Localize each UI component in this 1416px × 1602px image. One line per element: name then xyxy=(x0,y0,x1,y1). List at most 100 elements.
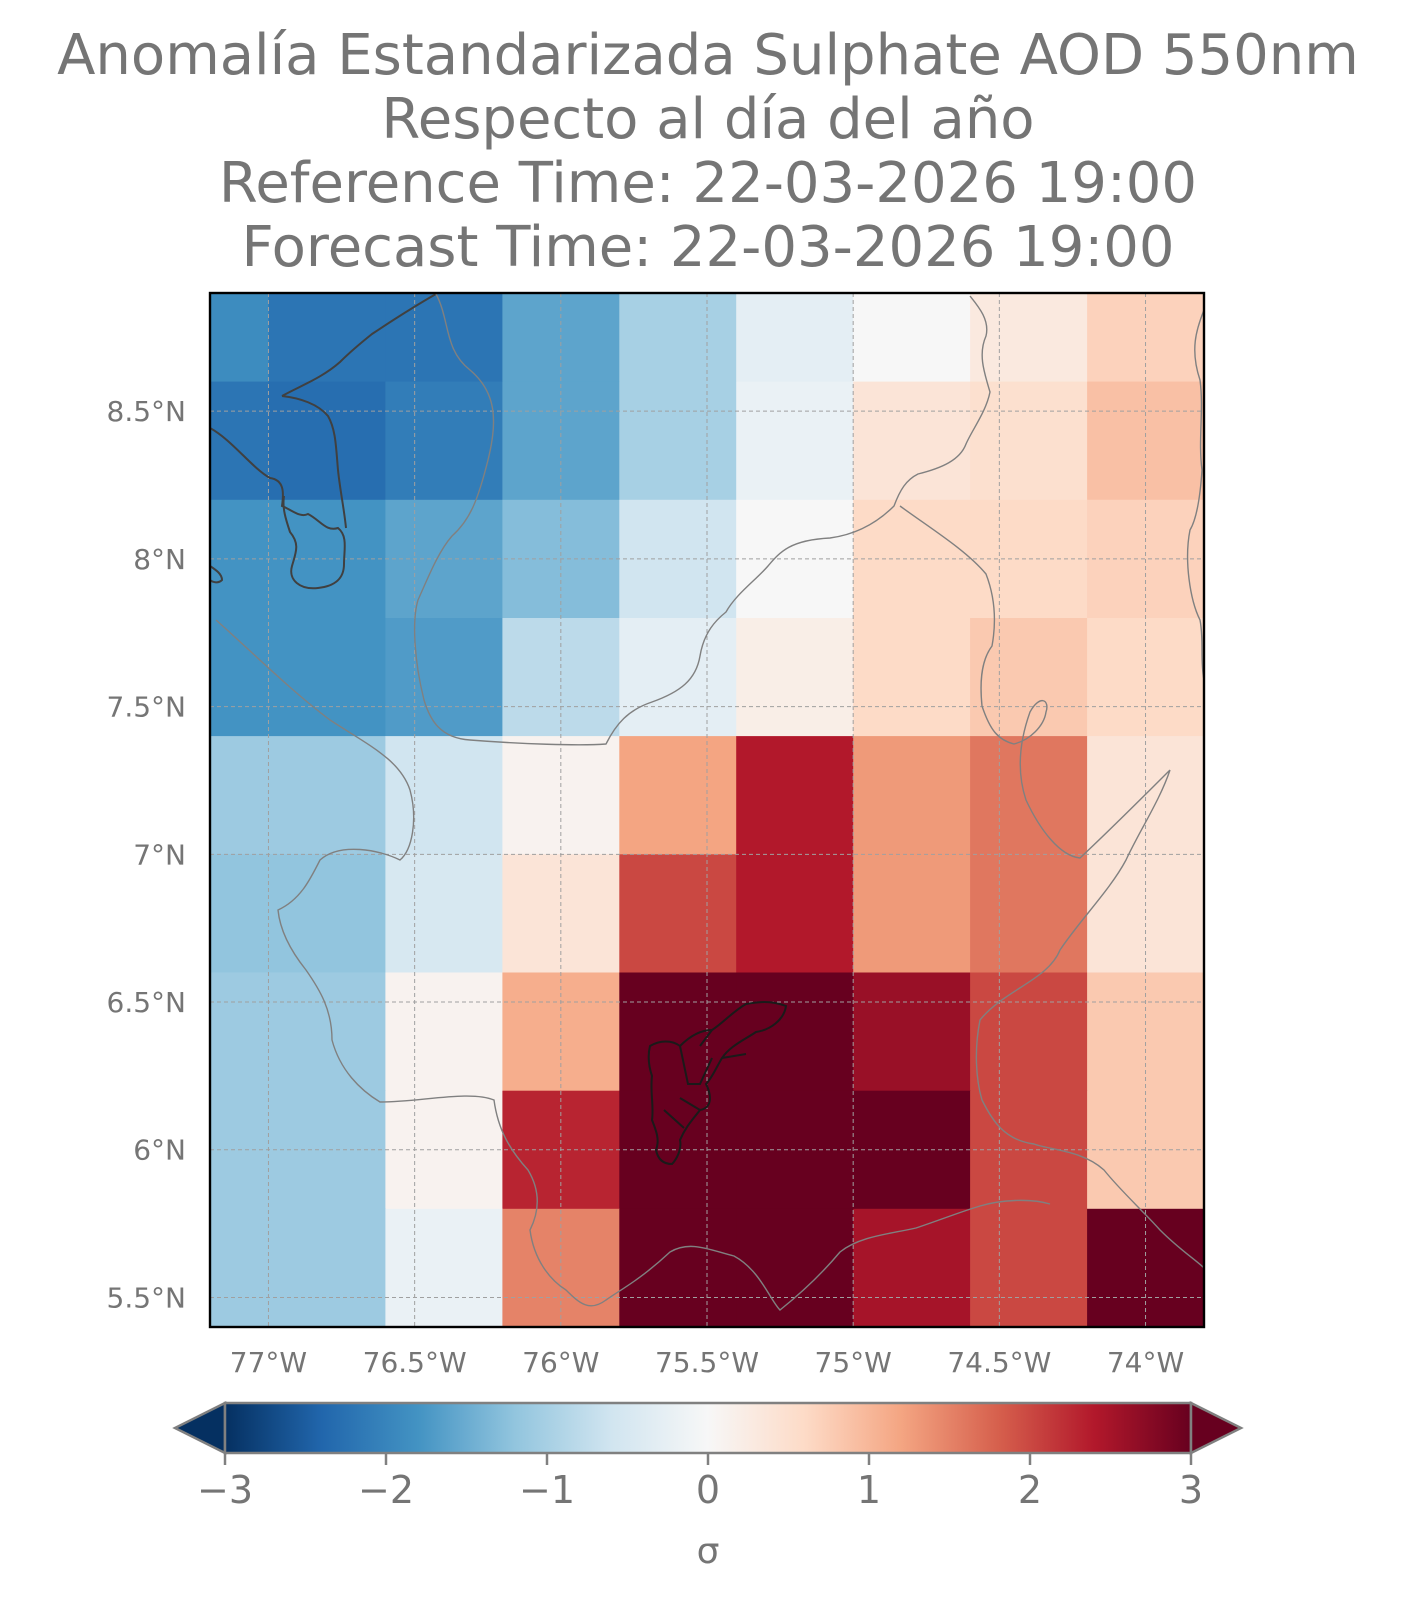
grid-cell xyxy=(853,618,971,737)
grid-cell xyxy=(736,1208,854,1327)
longitude-tick-label: 75.5°W xyxy=(655,1346,759,1379)
colorbar-label: σ xyxy=(697,1531,720,1572)
grid-cell xyxy=(970,854,1088,974)
longitude-tick-label: 74.5°W xyxy=(947,1346,1051,1379)
department-border-north xyxy=(413,293,991,746)
colorbar-tick-label: 3 xyxy=(1179,1468,1203,1512)
coastline xyxy=(210,293,437,590)
title-line-3: Reference Time: 22-03-2026 19:00 xyxy=(218,151,1198,216)
grid-cell xyxy=(853,1208,971,1327)
colorbar-tick-label: −1 xyxy=(519,1468,575,1512)
grid-cell xyxy=(268,972,386,1092)
grid-cell xyxy=(970,736,1088,855)
grid-cell xyxy=(970,1208,1088,1327)
grid-cell xyxy=(853,736,971,855)
colorbar-tick-label: 0 xyxy=(696,1468,720,1512)
title-line-2: Respecto al día del año xyxy=(381,87,1035,152)
grid-cell xyxy=(385,1208,503,1327)
grid-cell xyxy=(210,972,270,1092)
longitude-labels: 77°W 76.5°W 76°W 75.5°W 75°W 74.5°W 74°W xyxy=(230,1346,1184,1379)
boundaries xyxy=(210,293,1204,1311)
grid-cell xyxy=(210,618,270,737)
grid-cell xyxy=(853,293,971,383)
colorbar-extend-high xyxy=(1189,1400,1244,1456)
title-line-1: Anomalía Estandarizada Sulphate AOD 550n… xyxy=(57,23,1359,88)
grid-cell xyxy=(619,1090,737,1210)
colorbar-tick-label: 1 xyxy=(857,1468,881,1512)
latitude-tick-label: 6°N xyxy=(133,1134,186,1167)
department-border-south xyxy=(215,619,1051,1311)
grid-cell xyxy=(619,736,737,855)
grid-cell xyxy=(619,1208,737,1327)
colorbar: −3 −2 −1 0 1 2 3 σ xyxy=(172,1400,1244,1572)
grid-cell xyxy=(970,293,1088,383)
grid-cell xyxy=(736,854,854,974)
latitude-tick-label: 7°N xyxy=(133,838,186,871)
grid-cell xyxy=(736,293,854,383)
colorbar-gradient xyxy=(223,1401,1193,1455)
latitude-tick-label: 5.5°N xyxy=(107,1281,186,1314)
colorbar-tick-label: 2 xyxy=(1018,1468,1042,1512)
grid-cell xyxy=(268,854,386,974)
grid-cell xyxy=(210,381,270,501)
grid-cell xyxy=(736,618,854,737)
grid-cell xyxy=(385,854,503,974)
grid-cell xyxy=(619,293,737,383)
grid-cell xyxy=(619,618,737,737)
colorbar-tick-label: −2 xyxy=(358,1468,414,1512)
grid-cell xyxy=(210,293,270,383)
grid-cell xyxy=(736,736,854,855)
grid-cell xyxy=(1087,736,1204,855)
latitude-tick-label: 8°N xyxy=(133,543,186,576)
grid-cell xyxy=(1087,618,1204,737)
grid-cell xyxy=(619,972,737,1092)
municipality-borders xyxy=(647,1001,788,1166)
grid-cell xyxy=(210,854,270,974)
latitude-tick-label: 8.5°N xyxy=(107,395,186,428)
longitude-tick-label: 77°W xyxy=(230,1346,307,1379)
colorbar-extend-low xyxy=(172,1400,227,1456)
grid-cell xyxy=(385,293,503,383)
grid-cell xyxy=(210,736,270,855)
graticule xyxy=(210,293,1204,1327)
grid-cell xyxy=(853,381,971,501)
colorbar-tick-label: −3 xyxy=(197,1468,253,1512)
map-frame xyxy=(208,291,1206,1329)
grid-cell xyxy=(268,381,386,501)
colorbar-ticks: −3 −2 −1 0 1 2 3 xyxy=(197,1453,1203,1512)
grid-cell xyxy=(853,972,971,1092)
grid-cell xyxy=(268,736,386,855)
grid-cell xyxy=(970,972,1088,1092)
longitude-tick-label: 76.5°W xyxy=(363,1346,467,1379)
grid-cell xyxy=(385,381,503,501)
title-line-4: Forecast Time: 22-03-2026 19:00 xyxy=(241,215,1175,280)
grid-cell xyxy=(502,618,620,737)
longitude-tick-label: 75°W xyxy=(815,1346,892,1379)
grid-cell xyxy=(385,618,503,737)
grid-cell xyxy=(619,499,737,619)
grid-cell xyxy=(268,1090,386,1210)
grid-cell xyxy=(268,618,386,737)
grid-cell xyxy=(619,854,737,974)
grid-cell xyxy=(853,854,971,974)
department-border-east xyxy=(899,505,1204,1269)
grid-cell xyxy=(502,854,620,974)
latitude-tick-label: 6.5°N xyxy=(107,986,186,1019)
grid-cell xyxy=(736,972,854,1092)
grid-cell xyxy=(502,736,620,855)
grid-cell xyxy=(210,1208,270,1327)
grid-cell xyxy=(1087,854,1204,974)
latitude-tick-label: 7.5°N xyxy=(107,691,186,724)
longitude-tick-label: 76°W xyxy=(522,1346,599,1379)
grid-cell xyxy=(619,381,737,501)
latitude-labels: 8.5°N 8°N 7.5°N 7°N 6.5°N 6°N 5.5°N xyxy=(107,395,186,1314)
map-title: Anomalía Estandarizada Sulphate AOD 550n… xyxy=(0,24,1416,280)
grid-cell xyxy=(385,972,503,1092)
grid-cell xyxy=(970,381,1088,501)
longitude-tick-label: 74°W xyxy=(1107,1346,1184,1379)
department-border-far-east xyxy=(1186,309,1204,681)
grid-cell xyxy=(385,736,503,855)
coastline-west xyxy=(210,565,224,584)
grid-cell xyxy=(736,381,854,501)
